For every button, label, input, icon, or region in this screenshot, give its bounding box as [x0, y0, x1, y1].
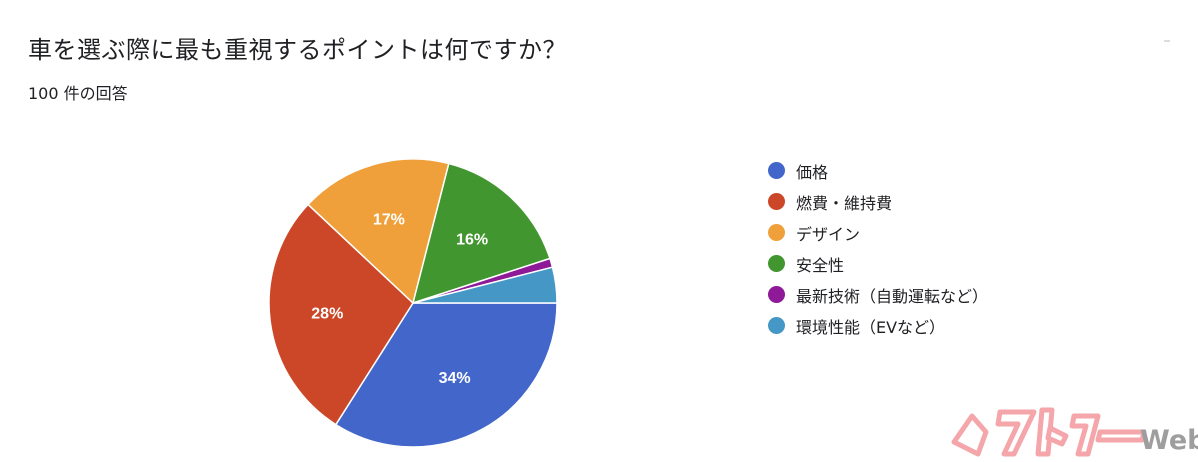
chart-legend: 価格燃費・維持費 デザイン安全性最新技術（自動運転など） 環境性能（EVなど） — [768, 155, 988, 341]
menu-icon[interactable] — [1164, 40, 1170, 42]
legend-item-5[interactable]: 環境性能（EVなど） — [768, 310, 988, 341]
pie-data-label-0: 34% — [439, 370, 471, 387]
legend-swatch-1 — [768, 193, 785, 210]
response-count: 100 件の回答 — [28, 84, 128, 103]
legend-label-1: 燃費・維持費 — [796, 193, 893, 213]
watermark-web-text: Web — [1140, 425, 1198, 456]
legend-item-3[interactable]: 安全性 — [768, 248, 988, 279]
legend-label-2: デザイン — [796, 224, 861, 244]
pie-slice-3[interactable] — [412, 162, 551, 304]
pie-slice-0[interactable] — [335, 302, 558, 448]
pie-chart: 34% 28% 17% 16% — [268, 158, 558, 448]
legend-label-4: 最新技術（自動運転など） — [796, 286, 989, 306]
pie-slice-1[interactable] — [268, 203, 414, 426]
legend-label-5: 環境性能（EVなど） — [796, 317, 946, 337]
legend-swatch-3 — [768, 255, 785, 272]
chart-title: 車を選ぶ際に最も重視するポイントは何ですか？ — [28, 36, 567, 64]
legend-swatch-0 — [768, 162, 785, 179]
pie-slice-2[interactable] — [307, 158, 450, 304]
pie-data-label-2: 17% — [373, 212, 405, 229]
pie-data-label-1: 28% — [311, 305, 343, 322]
legend-item-0[interactable]: 価格 — [768, 155, 988, 186]
legend-swatch-5 — [768, 317, 785, 334]
legend-label-3: 安全性 — [796, 255, 845, 275]
legend-item-1[interactable]: 燃費・維持費 — [768, 186, 988, 217]
bestcar-logo-watermark — [951, 407, 1147, 457]
legend-item-4[interactable]: 最新技術（自動運転など） — [768, 279, 988, 310]
pie-slice-5[interactable] — [412, 266, 558, 304]
legend-swatch-4 — [768, 286, 785, 303]
legend-swatch-2 — [768, 224, 785, 241]
pie-data-label-3: 16% — [456, 232, 488, 249]
legend-item-2[interactable]: デザイン — [768, 217, 988, 248]
legend-label-0: 価格 — [796, 162, 829, 182]
